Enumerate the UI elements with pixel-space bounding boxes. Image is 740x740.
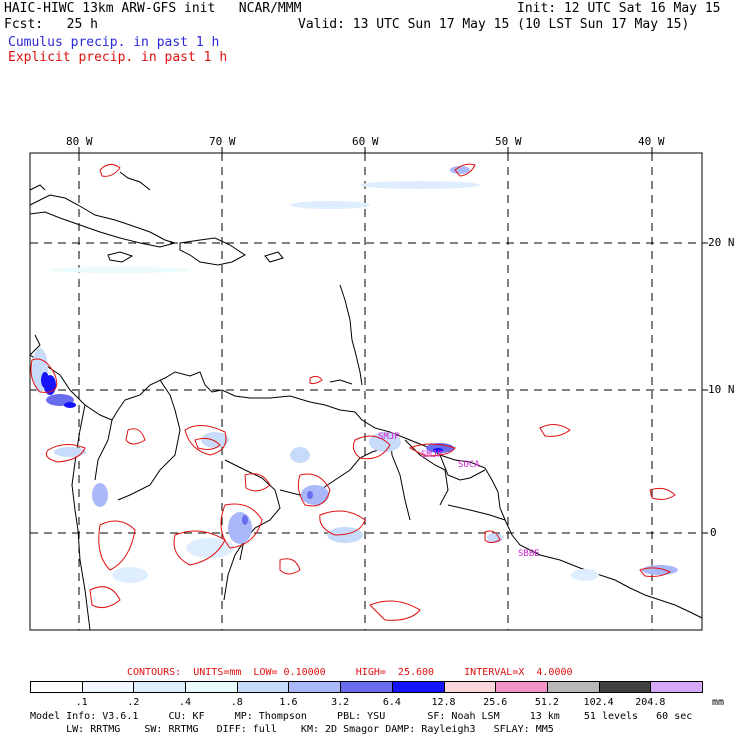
station-sbbe: SBBE xyxy=(518,549,540,559)
valid-time: Valid: 13 UTC Sun 17 May 15 (10 LST Sun … xyxy=(298,17,690,32)
colorbar-swatch xyxy=(185,681,238,693)
colorbar-swatch xyxy=(598,681,652,693)
contours-info: CONTOURS: UNITS=mm LOW= 0.10000 HIGH= 25… xyxy=(127,667,573,678)
colorbar-swatch xyxy=(288,681,342,693)
model-title: HAIC-HIWC 13km ARW-GFS init NCAR/MMM xyxy=(4,1,302,16)
colorbar-label: 1.6 xyxy=(279,697,298,708)
colorbar-label: 204.8 xyxy=(635,697,666,708)
legend-explicit: Explicit precip. in past 1 h xyxy=(8,50,228,65)
colorbar-swatch xyxy=(650,681,703,693)
lon-label-40w: 40 W xyxy=(638,135,665,148)
colorbar-label: 102.4 xyxy=(583,697,614,708)
model-info-line1: Model Info: V3.6.1 CU: KF MP: Thompson P… xyxy=(30,711,693,722)
lat-label-0: 0 xyxy=(710,526,717,539)
forecast-hour: Fcst: 25 h xyxy=(4,17,98,32)
colorbar-label: 12.8 xyxy=(431,697,456,708)
station-smjp: SMJP xyxy=(421,450,443,460)
colorbar-label: 3.2 xyxy=(331,697,350,708)
colorbar-label: .4 xyxy=(179,697,192,708)
colorbar-label: .1 xyxy=(75,697,88,708)
colorbar-swatch xyxy=(133,681,187,693)
explicit-precip xyxy=(30,163,676,621)
colorbar-label: 25.6 xyxy=(483,697,508,708)
colorbar-unit: mm xyxy=(712,697,725,708)
lon-label-50w: 50 W xyxy=(495,135,522,148)
lat-label-10n: 10 N xyxy=(708,383,735,396)
colorbar-label: .2 xyxy=(127,697,140,708)
colorbar-label: .8 xyxy=(230,697,243,708)
colorbar-swatch xyxy=(236,681,290,693)
grid-ticks xyxy=(78,147,708,534)
lon-label-60w: 60 W xyxy=(352,135,379,148)
colorbar-swatch xyxy=(30,681,83,693)
lat-label-20n: 20 N xyxy=(708,236,735,249)
station-smjp-2: SMJP xyxy=(378,432,400,442)
colorbar-label: 6.4 xyxy=(382,697,401,708)
lon-label-70w: 70 W xyxy=(209,135,236,148)
colorbar-swatch xyxy=(81,681,135,693)
colorbar-swatch xyxy=(546,681,600,693)
station-soca: SOCA xyxy=(458,460,480,470)
colorbar-swatch xyxy=(495,681,548,693)
colorbar-swatch xyxy=(340,681,393,693)
map-frame xyxy=(29,152,703,631)
colorbar-label: 51.2 xyxy=(534,697,559,708)
model-info-line2: LW: RRTMG SW: RRTMG DIFF: full KM: 2D Sm… xyxy=(30,724,554,735)
colorbar-swatch xyxy=(391,681,445,693)
init-time: Init: 12 UTC Sat 16 May 15 xyxy=(517,1,721,16)
heavy-precip-cores xyxy=(41,372,443,525)
colorbar-swatch xyxy=(443,681,497,693)
lon-label-80w: 80 W xyxy=(66,135,93,148)
legend-cumulus: Cumulus precip. in past 1 h xyxy=(8,35,220,50)
